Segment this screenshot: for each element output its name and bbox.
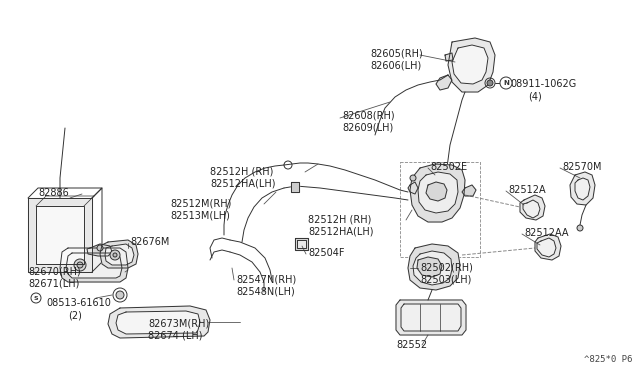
Polygon shape [448, 38, 495, 92]
Text: 82502E: 82502E [430, 162, 467, 172]
Polygon shape [105, 244, 134, 265]
Polygon shape [396, 300, 466, 335]
Polygon shape [401, 304, 461, 331]
Text: 82676M: 82676M [130, 237, 170, 247]
Text: 82512A: 82512A [508, 185, 546, 195]
Circle shape [116, 291, 124, 299]
Circle shape [77, 262, 83, 268]
Text: 82512AA: 82512AA [524, 228, 568, 238]
Text: 82512M(RH): 82512M(RH) [170, 198, 232, 208]
Circle shape [487, 80, 493, 86]
Polygon shape [87, 244, 112, 256]
Circle shape [74, 259, 86, 271]
Polygon shape [108, 306, 210, 338]
Polygon shape [100, 240, 138, 268]
Text: 82513M(LH): 82513M(LH) [170, 210, 230, 220]
Text: 82609(LH): 82609(LH) [342, 122, 393, 132]
Text: S: S [34, 295, 38, 301]
Circle shape [577, 225, 583, 231]
Text: 82503(LH): 82503(LH) [420, 274, 472, 284]
Polygon shape [410, 164, 465, 222]
Text: 82570M: 82570M [562, 162, 602, 172]
Text: 82606(LH): 82606(LH) [370, 60, 421, 70]
Polygon shape [436, 75, 452, 90]
Circle shape [500, 77, 512, 89]
Text: 82670(RH): 82670(RH) [28, 266, 81, 276]
Text: ^825*0 P6: ^825*0 P6 [584, 355, 632, 364]
Polygon shape [36, 206, 84, 264]
Polygon shape [426, 182, 447, 201]
Text: 08911-1062G: 08911-1062G [510, 79, 576, 89]
Polygon shape [535, 234, 561, 260]
Polygon shape [408, 244, 460, 290]
Text: 82512H (RH): 82512H (RH) [308, 214, 371, 224]
Circle shape [110, 250, 120, 260]
Text: 82608(RH): 82608(RH) [342, 110, 395, 120]
Polygon shape [291, 182, 299, 192]
Text: 08513-61610: 08513-61610 [46, 298, 111, 308]
Polygon shape [60, 248, 128, 282]
Text: 82512HA(LH): 82512HA(LH) [308, 226, 374, 236]
Text: (2): (2) [68, 310, 82, 320]
Text: 82548N(LH): 82548N(LH) [236, 286, 295, 296]
Polygon shape [452, 45, 488, 84]
Polygon shape [445, 53, 453, 61]
Circle shape [410, 175, 416, 181]
Text: 82512HA(LH): 82512HA(LH) [210, 178, 275, 188]
Polygon shape [520, 195, 545, 220]
Polygon shape [417, 257, 442, 277]
Polygon shape [537, 238, 556, 257]
Text: 82605(RH): 82605(RH) [370, 48, 423, 58]
Text: 82552: 82552 [396, 340, 427, 350]
Polygon shape [523, 200, 540, 218]
Circle shape [113, 253, 117, 257]
Text: (4): (4) [528, 91, 541, 101]
Text: 82504F: 82504F [308, 248, 344, 258]
Polygon shape [570, 172, 595, 205]
Polygon shape [28, 198, 92, 272]
Polygon shape [413, 251, 452, 285]
Bar [400, 162, 480, 257]
Polygon shape [297, 240, 306, 248]
Text: 82502(RH): 82502(RH) [420, 262, 473, 272]
Text: 82512H (RH): 82512H (RH) [210, 166, 273, 176]
Polygon shape [408, 182, 418, 194]
Polygon shape [575, 178, 590, 200]
Text: N: N [503, 80, 509, 86]
Circle shape [31, 293, 41, 303]
Text: 82886: 82886 [38, 188, 68, 198]
Polygon shape [295, 238, 308, 250]
Polygon shape [66, 253, 122, 278]
Text: 82547N(RH): 82547N(RH) [236, 274, 296, 284]
Polygon shape [116, 311, 200, 334]
Polygon shape [418, 172, 458, 213]
Text: 82671(LH): 82671(LH) [28, 278, 79, 288]
Polygon shape [462, 185, 476, 196]
Text: 82673M(RH): 82673M(RH) [148, 318, 209, 328]
Circle shape [97, 245, 103, 251]
Text: 82674 (LH): 82674 (LH) [148, 330, 202, 340]
